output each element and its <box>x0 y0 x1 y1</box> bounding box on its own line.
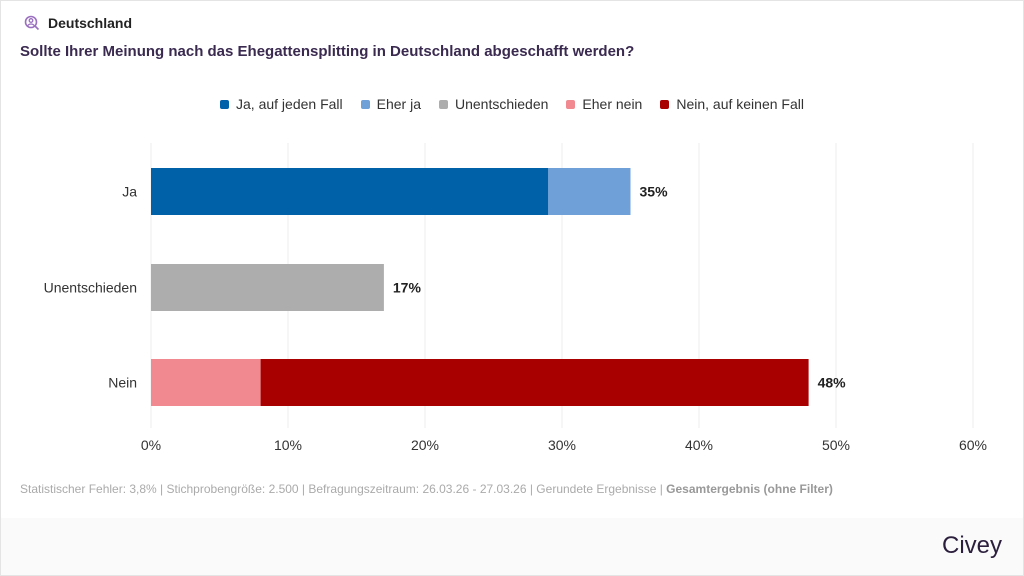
x-tick-label: 60% <box>959 437 987 453</box>
legend-label: Eher ja <box>376 96 421 112</box>
legend-label: Nein, auf keinen Fall <box>676 96 804 112</box>
legend-label: Unentschieden <box>455 96 549 112</box>
bar-segment <box>151 264 384 311</box>
footer-filter: Gesamtergebnis (ohne Filter) <box>666 482 833 496</box>
x-tick-label: 0% <box>141 437 161 453</box>
legend-item: Eher nein <box>566 96 642 112</box>
x-tick-label: 20% <box>411 437 439 453</box>
footer-text: Statistischer Fehler: 3,8% | Stichproben… <box>20 482 667 496</box>
legend-item: Unentschieden <box>439 96 548 112</box>
category-label: Unentschieden <box>44 280 137 296</box>
location-header: Deutschland <box>24 15 132 31</box>
bar-segment <box>151 168 549 215</box>
footer-info: Statistischer Fehler: 3,8% | Stichproben… <box>20 482 833 496</box>
legend-item: Eher ja <box>360 96 421 112</box>
x-tick-label: 30% <box>548 437 576 453</box>
x-tick-label: 40% <box>685 437 713 453</box>
legend-swatch <box>220 99 230 109</box>
bar-chart: 0% 10% 20% 30% 40% 50% 60% Ja 35% Unentschieden 17… <box>44 143 987 453</box>
legend-item: Ja, auf jeden Fall <box>220 96 343 112</box>
total-label: 48% <box>818 375 847 391</box>
bar-segment <box>151 359 261 406</box>
brand-band <box>1 518 1023 575</box>
civey-logo: Civey <box>941 532 1002 559</box>
total-label: 35% <box>640 184 669 200</box>
question-title: Sollte Ihrer Meinung nach das Ehegattens… <box>20 43 635 60</box>
bar-segment <box>260 359 809 406</box>
x-tick-label: 10% <box>274 437 302 453</box>
legend-swatch <box>566 99 576 109</box>
legend-label: Eher nein <box>582 96 643 112</box>
x-tick-label: 50% <box>822 437 850 453</box>
legend-label: Ja, auf jeden Fall <box>236 96 343 112</box>
legend-swatch <box>660 99 670 109</box>
category-label: Ja <box>122 184 137 200</box>
bar-segment <box>548 168 631 215</box>
legend: Ja, auf jeden Fall Eher ja Unentschieden Eh… <box>0 96 1024 112</box>
location-search-icon <box>24 15 40 31</box>
location-label: Deutschland <box>48 15 133 31</box>
total-label: 17% <box>393 280 422 296</box>
legend-item: Nein, auf keinen Fall <box>660 96 804 112</box>
category-label: Nein <box>108 375 137 391</box>
legend-swatch <box>439 99 448 109</box>
legend-swatch <box>360 99 370 109</box>
